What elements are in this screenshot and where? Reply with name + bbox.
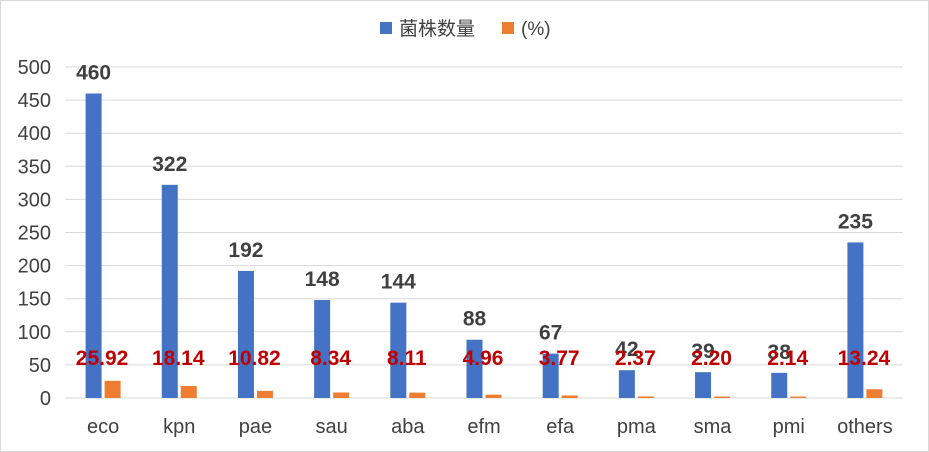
data-label-count-kpn: 322 (152, 153, 187, 176)
y-tick-label: 50 (29, 355, 51, 377)
data-label-percent-kpn: 18.14 (152, 347, 205, 370)
data-label-count-pma: 42 (615, 338, 638, 361)
data-label-count-sma: 39 (691, 340, 714, 363)
data-label-count-sau: 148 (305, 268, 340, 291)
data-label-percent-sau: 8.34 (310, 347, 351, 370)
bar-count-others (847, 242, 864, 398)
y-tick-label: 400 (18, 123, 51, 145)
data-label-count-aba: 144 (381, 271, 416, 294)
y-axis-tick-labels: 0 50 100 150 200 250 300 350 400 450 500 (18, 57, 51, 410)
bar-percent-aba (409, 392, 426, 398)
y-tick-label: 150 (18, 289, 51, 311)
bar-percent-others (866, 389, 883, 398)
x-tick-label-others: others (837, 416, 893, 438)
bar-percent-pae (256, 390, 273, 398)
data-label-percent-pma: 2.37 (615, 347, 656, 370)
data-label-count-efa: 67 (539, 322, 562, 345)
bar-percent-kpn (180, 385, 197, 398)
y-tick-label: 200 (18, 256, 51, 278)
legend: 菌株数量 (%) (380, 18, 551, 40)
y-tick-label: 100 (18, 322, 51, 344)
x-tick-label-pmi: pmi (773, 416, 805, 438)
data-label-percent-eco: 25.92 (76, 347, 129, 370)
legend-label-count: 菌株数量 (399, 18, 475, 40)
y-tick-label: 250 (18, 223, 51, 245)
data-label-count-efm: 88 (463, 308, 487, 331)
data-label-percent-aba: 8.11 (387, 347, 427, 370)
bar-count-pae (237, 270, 254, 398)
bar-count-aba (390, 302, 407, 398)
data-label-count-pae: 192 (228, 239, 263, 262)
x-tick-label-pma: pma (617, 416, 657, 438)
data-labels: 460 25.92 322 18.14 192 10.82 148 8.34 144 8.11 88… (76, 61, 891, 370)
x-tick-label-sau: sau (316, 416, 348, 438)
data-label-percent-pmi: 2.14 (767, 347, 808, 370)
bar-count-efa (542, 353, 559, 398)
x-tick-label-kpn: kpn (163, 416, 195, 438)
x-axis-tick-labels: eco kpn pae sau aba efm efa pma sma pmi others (87, 416, 893, 438)
x-tick-label-efm: efm (467, 416, 500, 438)
x-tick-label-sma: sma (694, 416, 733, 438)
bar-count-eco (85, 93, 102, 398)
x-tick-label-aba: aba (391, 416, 425, 438)
data-label-percent-sma: 2.20 (691, 347, 732, 370)
bar-percent-pmi (790, 396, 807, 398)
bar-percent-efa (561, 395, 578, 398)
bar-count-efm (466, 339, 483, 398)
y-tick-label: 500 (18, 57, 51, 79)
x-tick-label-pae: pae (239, 416, 272, 438)
y-tick-label: 300 (18, 189, 51, 211)
bar-percent-pma (637, 396, 654, 398)
bars (85, 93, 883, 398)
legend-swatch-count (380, 22, 392, 34)
data-label-percent-efa: 3.77 (539, 347, 580, 370)
legend-swatch-percent (502, 22, 514, 34)
bar-percent-sma (714, 396, 731, 398)
bar-count-pma (618, 370, 635, 398)
x-tick-label-eco: eco (87, 416, 119, 438)
data-label-count-others: 235 (838, 210, 873, 233)
legend-label-percent: (%) (521, 19, 551, 40)
x-tick-label-efa: efa (546, 416, 575, 438)
data-label-percent-efm: 4.96 (463, 347, 504, 370)
bar-percent-efm (485, 394, 502, 398)
data-label-count-pmi: 38 (768, 341, 792, 364)
gridlines (65, 66, 903, 399)
data-label-percent-pae: 10.82 (228, 347, 281, 370)
data-label-count-eco: 460 (76, 61, 111, 84)
bar-count-pmi (771, 372, 788, 398)
bar-count-kpn (161, 184, 178, 398)
bar-count-sau (314, 300, 331, 398)
data-label-percent-others: 13.24 (838, 347, 891, 370)
y-tick-label: 0 (40, 388, 51, 410)
y-tick-label: 350 (18, 156, 51, 178)
bar-count-sma (695, 372, 712, 398)
bar-percent-eco (104, 380, 121, 398)
y-tick-label: 450 (18, 90, 51, 112)
bar-percent-sau (333, 392, 350, 398)
